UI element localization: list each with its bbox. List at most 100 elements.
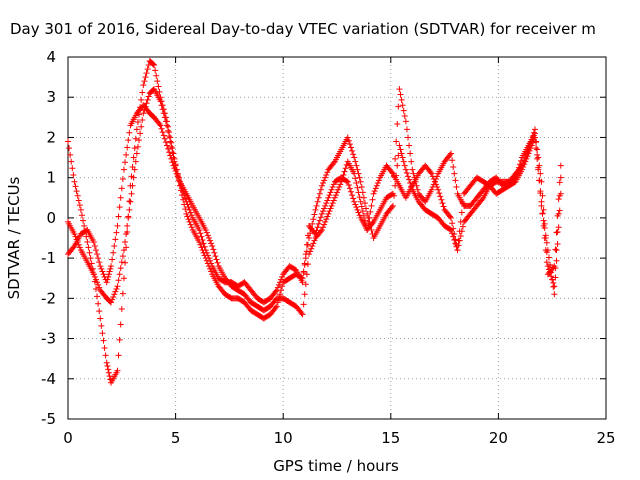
data-point-interp: [324, 213, 331, 220]
data-point-interp: [336, 184, 343, 191]
data-point-interp: [329, 184, 336, 191]
data-point-interp: [355, 209, 362, 216]
data-point-interp: [111, 243, 118, 250]
data-point: [531, 134, 538, 141]
data-point: [114, 222, 121, 229]
x-tick-label: 25: [596, 429, 615, 447]
data-point-interp: [91, 243, 98, 250]
data-point-interp: [349, 192, 356, 199]
data-point-interp: [92, 276, 99, 283]
data-point: [108, 299, 115, 306]
data-point-interp: [367, 208, 374, 215]
data-point-interp: [136, 137, 143, 144]
data-point-interp: [534, 155, 541, 162]
data-point-interp: [117, 194, 124, 201]
data-point-interp: [457, 218, 464, 225]
data-point: [364, 226, 371, 233]
data-point-interp: [347, 144, 354, 151]
y-tick-label: -5: [41, 410, 56, 428]
data-point-interp: [106, 373, 113, 380]
data-point: [428, 170, 435, 177]
data-point-interp: [123, 151, 130, 158]
data-point: [157, 122, 164, 129]
data-point-interp: [304, 261, 311, 268]
data-point-interp: [197, 241, 204, 248]
data-point-interp: [449, 220, 456, 227]
data-point: [120, 166, 127, 173]
data-point: [557, 162, 564, 169]
data-point-interp: [207, 237, 214, 244]
data-point-interp: [304, 232, 311, 239]
data-point: [202, 247, 209, 254]
data-point-interp: [352, 158, 359, 165]
data-point-interp: [392, 155, 399, 162]
data-point-interp: [214, 259, 221, 266]
data-point-interp: [198, 233, 205, 240]
data-point-interp: [356, 212, 363, 219]
data-point-interp: [316, 217, 323, 224]
data-point-interp: [83, 233, 90, 240]
data-point-interp: [86, 249, 93, 256]
data-point-interp: [451, 237, 458, 244]
data-point-interp: [451, 230, 458, 237]
data-point-interp: [111, 291, 118, 298]
data-point-interp: [167, 138, 174, 145]
data-point-interp: [142, 74, 149, 81]
data-point-interp: [309, 220, 316, 227]
data-point-interp: [142, 103, 149, 110]
data-point-interp: [87, 255, 94, 262]
data-point: [357, 198, 364, 205]
data-point-interp: [91, 273, 98, 280]
data-point-interp: [345, 137, 352, 144]
data-point-interp: [449, 157, 456, 164]
data-point-interp: [118, 185, 125, 192]
data-point-interp: [165, 127, 172, 134]
data-point-interp: [553, 229, 560, 236]
data-point: [435, 186, 442, 193]
data-point-interp: [95, 255, 102, 262]
data-point-interp: [520, 163, 527, 170]
data-point-interp: [317, 228, 324, 235]
data-point-interp: [347, 188, 354, 195]
data-point-interp: [431, 178, 438, 185]
data-point-interp: [341, 168, 348, 175]
data-point-interp: [208, 260, 215, 267]
data-point-interp: [100, 271, 107, 278]
data-point-interp: [329, 200, 336, 207]
data-point-interp: [405, 134, 412, 141]
data-point-interp: [301, 291, 308, 298]
data-point-interp: [92, 285, 99, 292]
data-point: [551, 291, 558, 298]
data-point-interp: [139, 117, 146, 124]
data-point-interp: [162, 118, 169, 125]
data-point: [114, 283, 121, 290]
data-point-interp: [141, 106, 148, 113]
data-point-interp: [167, 152, 174, 159]
data-point-interp: [78, 212, 85, 219]
data-point-interp: [456, 228, 463, 235]
data-point: [77, 206, 84, 213]
data-point-interp: [352, 201, 359, 208]
data-point-interp: [73, 236, 80, 243]
data-point: [273, 303, 280, 310]
data-point-interp: [104, 363, 111, 370]
data-point-interp: [130, 174, 137, 181]
data-point-interp: [346, 185, 353, 192]
data-point: [448, 150, 455, 157]
x-tick-label: 5: [171, 429, 181, 447]
data-point-interp: [124, 222, 131, 229]
data-point-interp: [373, 182, 380, 189]
data-point-interp: [554, 241, 561, 248]
data-point-interp: [80, 217, 87, 224]
x-tick-label: 15: [381, 429, 400, 447]
data-point-interp: [94, 293, 101, 300]
data-point-interp: [458, 209, 465, 216]
data-point-interp: [149, 112, 156, 119]
data-point-interp: [125, 214, 132, 221]
data-point: [428, 186, 435, 193]
data-point-interp: [109, 296, 116, 303]
data-point: [90, 271, 97, 278]
data-point-interp: [314, 224, 321, 231]
data-point-interp: [119, 176, 126, 183]
